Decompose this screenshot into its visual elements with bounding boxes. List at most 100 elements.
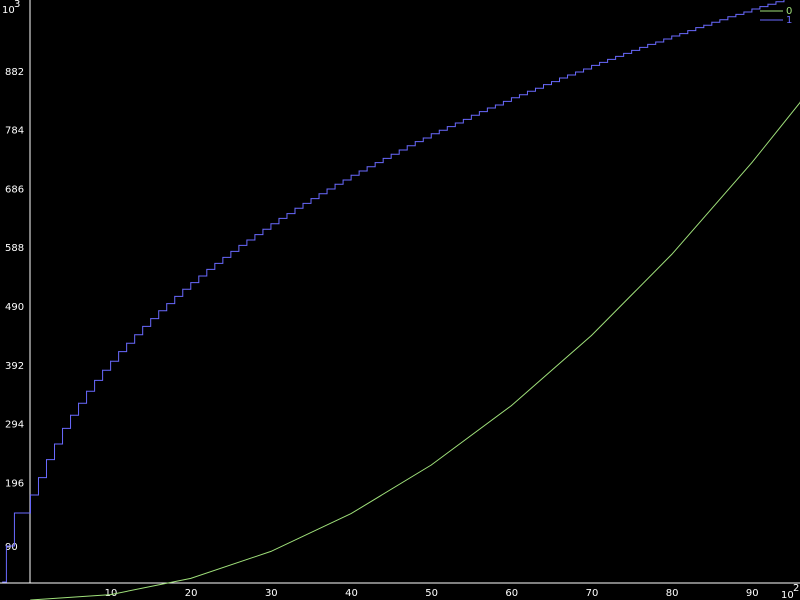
series-1-point <box>422 137 424 139</box>
series-1-point <box>286 213 288 215</box>
series-1-point <box>671 35 673 37</box>
series-1-point <box>535 87 536 89</box>
series-1-point <box>543 84 544 85</box>
x-tick-label: 40 <box>345 588 358 599</box>
series-1-point <box>607 59 609 60</box>
y-tick-labels: 90 196 294 392 490 588 686 784 882 <box>5 67 24 553</box>
series-1-point <box>446 126 448 127</box>
series-1-point <box>647 44 649 45</box>
series-1-point <box>454 122 456 124</box>
x-tick-label: 30 <box>265 588 278 599</box>
series-1-point <box>687 30 689 31</box>
series-1-point <box>78 402 79 404</box>
x-tick-label: 10 <box>105 588 118 599</box>
series-1-point <box>254 234 256 236</box>
series-1-point <box>342 179 344 181</box>
series-1-point <box>711 21 713 23</box>
series-1-point <box>430 133 432 135</box>
series-1-point <box>366 166 368 168</box>
y-axis-exponent-base: 10 <box>2 5 15 16</box>
series-1-point <box>567 74 568 76</box>
series-1-point <box>390 153 392 155</box>
series-1-point <box>190 282 192 283</box>
legend-label-series-1: 1 <box>786 15 792 26</box>
x-tick-label: 60 <box>505 588 518 599</box>
series-1-point <box>158 310 160 312</box>
series-1-point <box>6 545 7 547</box>
series-0-point <box>350 513 352 514</box>
series-1-point <box>751 8 753 10</box>
series-1-point <box>14 512 15 514</box>
series-1-point <box>743 11 745 13</box>
series-1-point <box>406 145 408 147</box>
series-0-point <box>591 335 592 336</box>
series-1-point <box>102 369 104 371</box>
series-1-point <box>575 71 576 73</box>
series-1-point <box>591 65 592 66</box>
series-1-point <box>511 97 512 99</box>
x-tick-label: 80 <box>666 588 679 599</box>
series-0-point <box>270 551 272 552</box>
series-1-point <box>2 581 3 583</box>
series-1-point <box>262 228 264 230</box>
series-1-point <box>94 380 95 381</box>
series-1-point <box>623 53 625 54</box>
x-tick-label: 20 <box>185 588 198 599</box>
series-1-point <box>759 6 761 7</box>
series-1-point <box>334 183 336 185</box>
series-1-point <box>615 56 617 57</box>
series-1-point <box>655 41 657 43</box>
series-1-point <box>695 27 697 28</box>
series-1-point <box>486 107 488 109</box>
y-axis-exponent-power: 3 <box>14 0 20 10</box>
series-1-point <box>118 351 120 352</box>
series-1-point <box>703 24 705 26</box>
series-1-point <box>318 193 320 195</box>
series-1-point <box>238 245 240 246</box>
series-1-point <box>599 62 600 63</box>
series-1-point <box>270 223 272 225</box>
series-1-point <box>438 129 440 131</box>
y-tick-label: 294 <box>5 420 24 431</box>
series-0-point <box>511 405 512 406</box>
series-1-point <box>302 203 304 204</box>
series-1-point <box>679 33 681 34</box>
series-0-point <box>751 162 753 164</box>
series-1-point <box>767 3 769 5</box>
series-1-point <box>230 251 232 252</box>
series-1-point <box>134 334 136 336</box>
series-1-point <box>214 263 216 264</box>
series-1-point <box>62 428 63 429</box>
series-1-point <box>246 239 248 241</box>
series-1-point <box>551 81 552 82</box>
series-1-point <box>326 188 328 190</box>
series-1-point <box>126 342 128 344</box>
series-1-point <box>206 269 208 270</box>
series-1-point <box>478 111 480 112</box>
series-1-point <box>142 326 144 327</box>
series-1-point <box>382 158 384 159</box>
x-axis-exponent-power: 2 <box>793 583 799 594</box>
series-1-point <box>198 275 200 277</box>
series-1-point <box>631 50 633 51</box>
x-tick-label: 50 <box>425 588 438 599</box>
series-1-point <box>470 114 472 116</box>
series-line-1 <box>2 0 785 583</box>
series-1-point <box>639 47 641 48</box>
series-1-point <box>519 94 520 96</box>
series-1-point <box>70 414 71 416</box>
legend: 0 1 <box>760 6 792 26</box>
series-1-point <box>166 303 168 304</box>
series-0-point <box>110 594 112 595</box>
series-1-point <box>38 477 39 478</box>
series-1-point <box>278 218 280 219</box>
series-1-point <box>663 38 665 40</box>
y-tick-label: 784 <box>5 126 24 137</box>
series-1-point <box>54 443 55 445</box>
series-0-point <box>430 464 432 466</box>
series-1-point <box>310 198 312 200</box>
series-1-point <box>527 90 528 92</box>
